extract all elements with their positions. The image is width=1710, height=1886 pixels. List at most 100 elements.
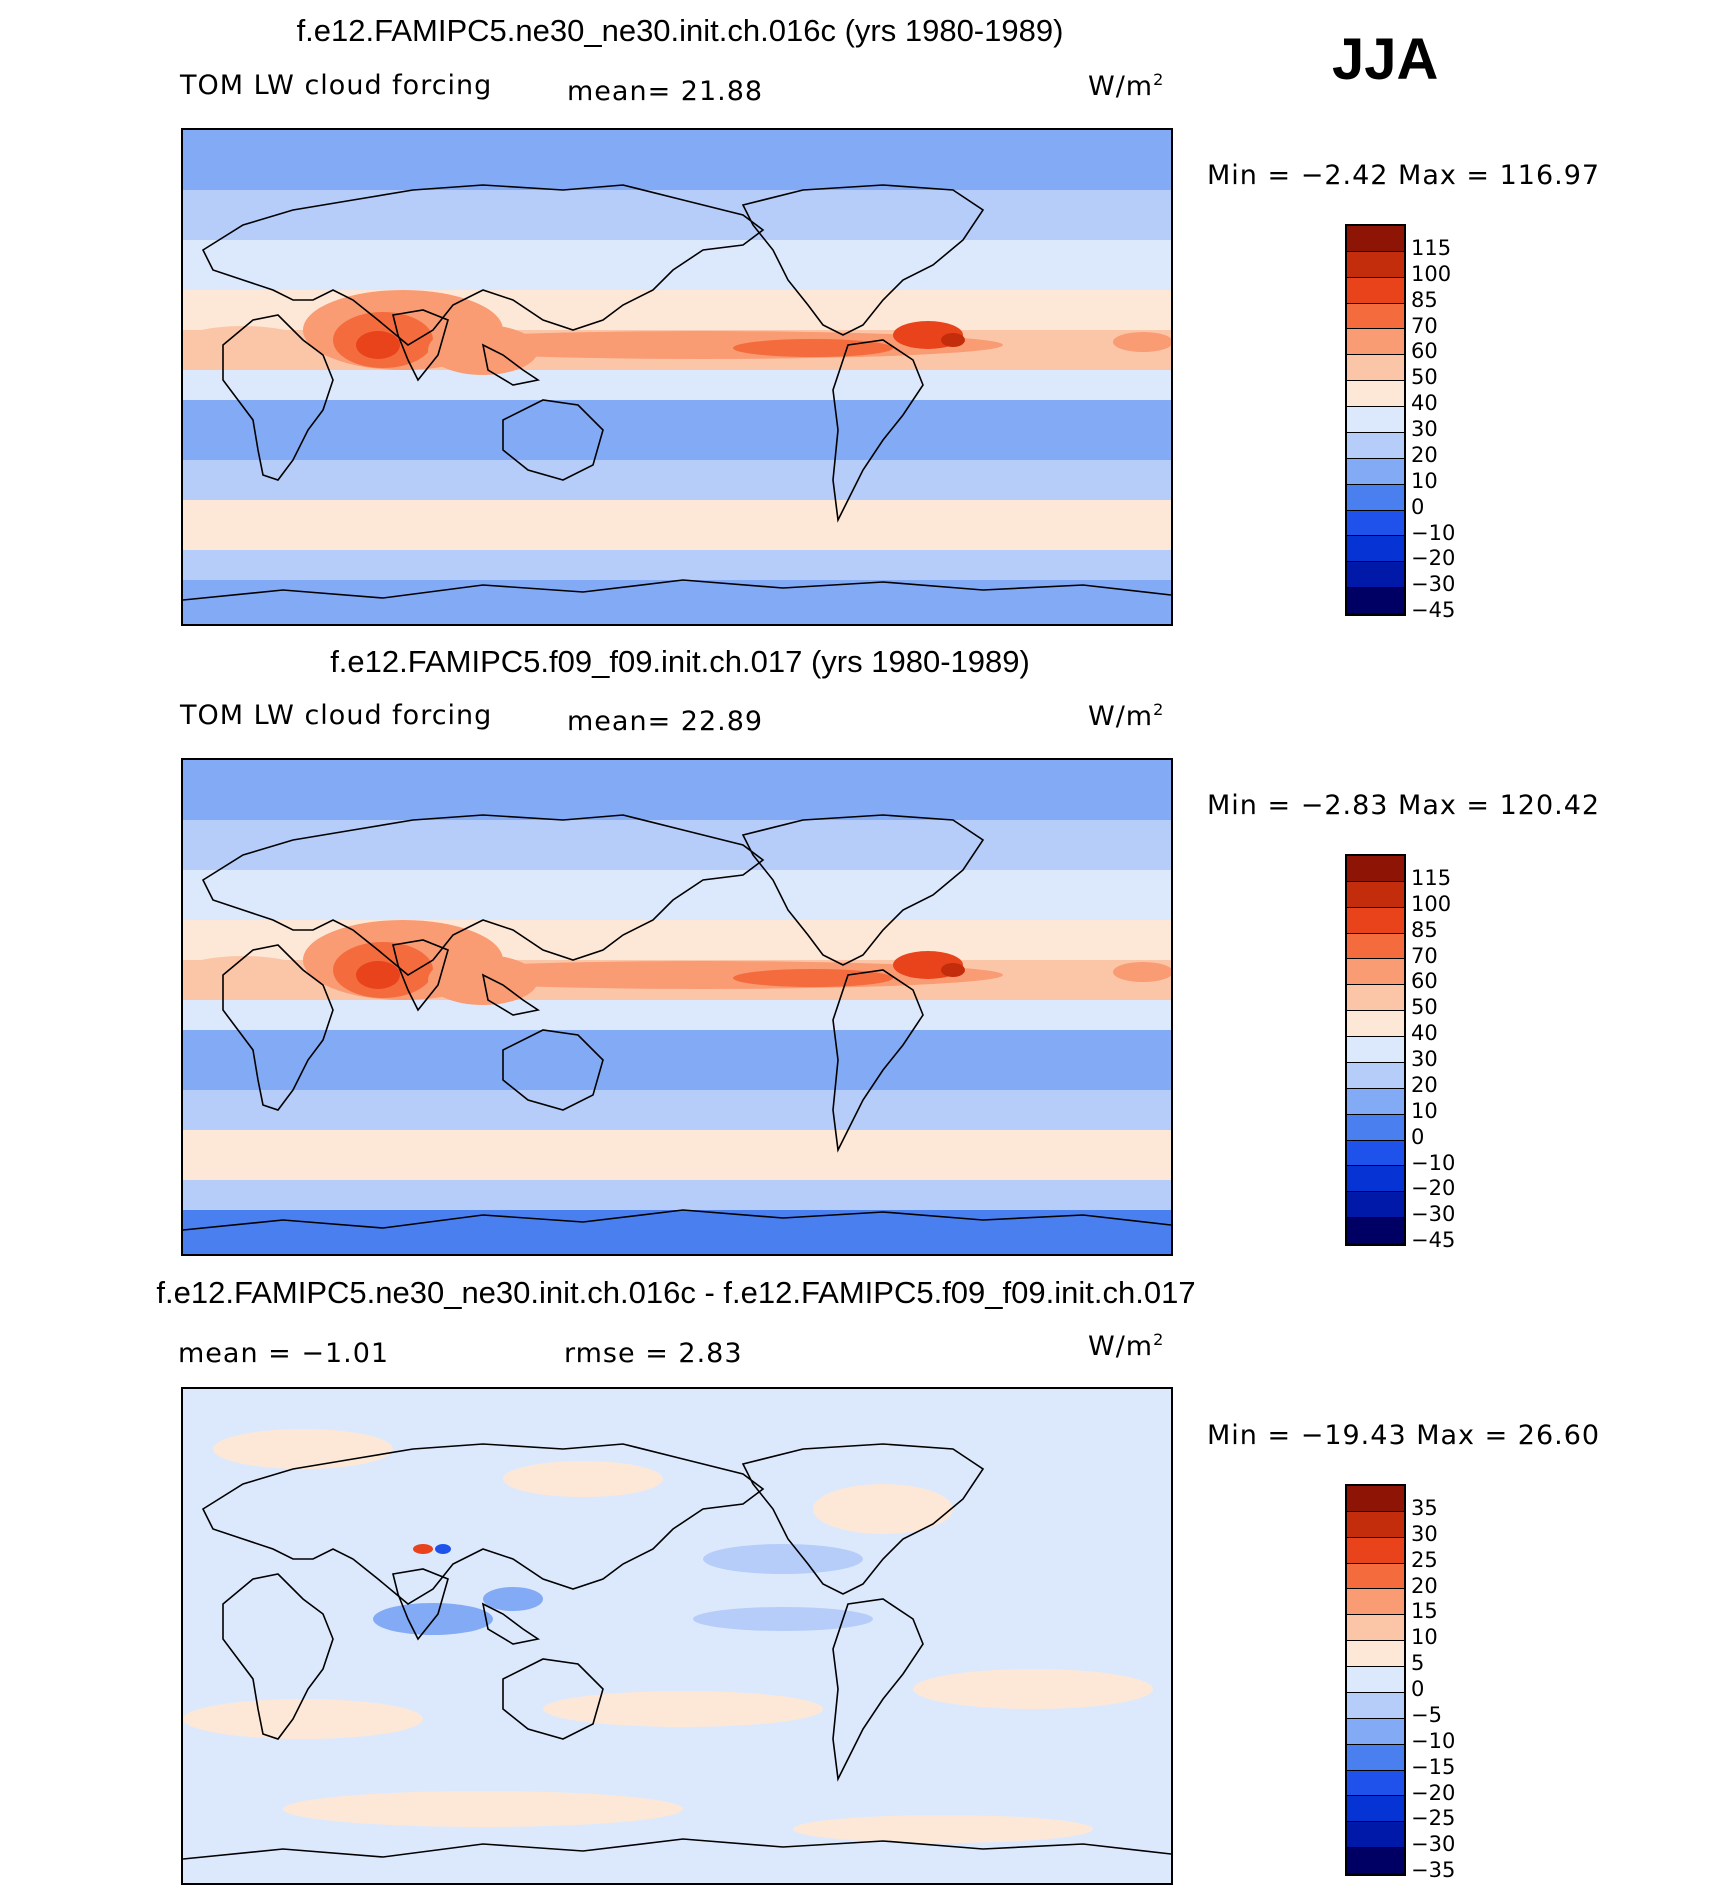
colorbar-tick-label: 0 [1411,1677,1425,1702]
colorbar-tick-label: 115 [1411,236,1452,260]
colorbar-swatch [1347,856,1404,882]
colorbar-tick-label: 5 [1411,1651,1425,1676]
panel-2-variable: TOM LW cloud forcing [180,700,493,731]
colorbar-swatch [1347,907,1404,934]
colorbar-swatch [1347,1537,1404,1564]
colorbar-swatch [1347,1114,1404,1141]
colorbar-swatch [1347,588,1404,614]
colorbar-tick-label: −35 [1411,1858,1456,1883]
panel-1-units: W/m2 [1088,70,1165,102]
colorbar-swatch [1347,484,1404,511]
colorbar-tick-label: 30 [1411,417,1438,442]
colorbar-swatch [1347,277,1404,304]
colorbar-tick-label: −30 [1411,1202,1456,1227]
colorbar-tick-label: −45 [1411,598,1456,623]
colorbar-tick-label: −30 [1411,572,1456,597]
panel-3-colorbar [1345,1484,1406,1876]
panel-1-map [181,128,1173,626]
colorbar-swatch [1347,407,1404,433]
colorbar-swatch [1347,1770,1404,1797]
panel-3-mean: mean = −1.01 [178,1338,390,1369]
season-label: JJA [1332,27,1439,92]
colorbar-tick-label: 10 [1411,1625,1438,1650]
colorbar-swatch [1347,1641,1404,1668]
colorbar-swatch [1347,432,1404,459]
colorbar-tick-label: 20 [1411,1072,1438,1097]
colorbar-tick-label: −10 [1411,520,1456,545]
panel-3-rmse: rmse = 2.83 [564,1338,743,1369]
colorbar-swatch [1347,985,1404,1012]
colorbar-tick-label: 30 [1411,1521,1438,1546]
colorbar-tick-label: 115 [1411,866,1452,890]
colorbar-swatch [1347,381,1404,408]
colorbar-tick-label: −20 [1411,1176,1456,1201]
colorbar-tick-label: −30 [1411,1832,1456,1857]
colorbar-swatch [1347,458,1404,485]
colorbar-tick-label: 50 [1411,995,1438,1020]
colorbar-swatch [1347,1718,1404,1745]
colorbar-tick-label: −5 [1411,1702,1442,1727]
colorbar-swatch [1347,303,1404,330]
colorbar-swatch [1347,1822,1404,1849]
colorbar-swatch [1347,1744,1404,1771]
colorbar-swatch [1347,1140,1404,1167]
panel-2-map [181,758,1173,1256]
colorbar-tick-label: −15 [1411,1754,1456,1779]
colorbar-tick-label: 60 [1411,339,1438,364]
colorbar-tick-label: 70 [1411,943,1438,968]
colorbar-swatch [1347,1796,1404,1823]
colorbar-tick-label: 40 [1411,391,1438,416]
panel-2-mean: mean= 22.89 [567,706,764,737]
colorbar-swatch [1347,355,1404,382]
colorbar-tick-label: 25 [1411,1547,1438,1572]
colorbar-tick-label: 50 [1411,365,1438,390]
colorbar-swatch [1347,933,1404,960]
colorbar-swatch [1347,1848,1404,1874]
panel-3-units: W/m2 [1088,1330,1165,1362]
colorbar-tick-label: 10 [1411,468,1438,493]
colorbar-tick-label: −10 [1411,1150,1456,1175]
colorbar-swatch [1347,1166,1404,1193]
colorbar-tick-label: 0 [1411,1124,1425,1149]
colorbar-swatch [1347,1511,1404,1538]
colorbar-tick-label: −10 [1411,1728,1456,1753]
colorbar-swatch [1347,1667,1404,1693]
colorbar-tick-label: 85 [1411,287,1438,312]
panel-2-title: f.e12.FAMIPC5.f09_f09.init.ch.017 (yrs 1… [330,644,1030,679]
colorbar-tick-label: 30 [1411,1047,1438,1072]
colorbar-swatch [1347,1563,1404,1590]
colorbar-swatch [1347,536,1404,563]
colorbar-tick-label: −20 [1411,546,1456,571]
colorbar-swatch [1347,226,1404,252]
panel-1-title: f.e12.FAMIPC5.ne30_ne30.init.ch.016c (yr… [296,13,1064,48]
panel-2-colorbar [1345,854,1406,1246]
colorbar-swatch [1347,881,1404,908]
colorbar-tick-label: 40 [1411,1021,1438,1046]
panel-3-map [181,1387,1173,1885]
colorbar-tick-label: 60 [1411,969,1438,994]
colorbar-tick-label: 0 [1411,494,1425,519]
colorbar-tick-label: 15 [1411,1599,1438,1624]
colorbar-tick-label: 100 [1411,891,1452,916]
colorbar-tick-label: 20 [1411,442,1438,467]
colorbar-swatch [1347,959,1404,986]
panel-3-title: f.e12.FAMIPC5.ne30_ne30.init.ch.016c - f… [156,1275,1196,1310]
colorbar-swatch [1347,329,1404,356]
colorbar-swatch [1347,1589,1404,1616]
colorbar-swatch [1347,251,1404,278]
colorbar-swatch [1347,1062,1404,1089]
colorbar-tick-label: 20 [1411,1573,1438,1598]
colorbar-tick-label: −45 [1411,1228,1456,1253]
panel-2-units: W/m2 [1088,700,1165,732]
colorbar-tick-label: 10 [1411,1098,1438,1123]
panel-1-minmax: Min = −2.42 Max = 116.97 [1207,160,1601,191]
panel-1-variable: TOM LW cloud forcing [180,70,493,101]
colorbar-tick-label: −20 [1411,1780,1456,1805]
colorbar-swatch [1347,1088,1404,1115]
panel-1-colorbar [1345,224,1406,616]
colorbar-tick-label: 85 [1411,917,1438,942]
colorbar-swatch [1347,1692,1404,1719]
colorbar-swatch [1347,1218,1404,1244]
colorbar-tick-label: 35 [1411,1496,1438,1520]
colorbar-swatch [1347,1615,1404,1642]
